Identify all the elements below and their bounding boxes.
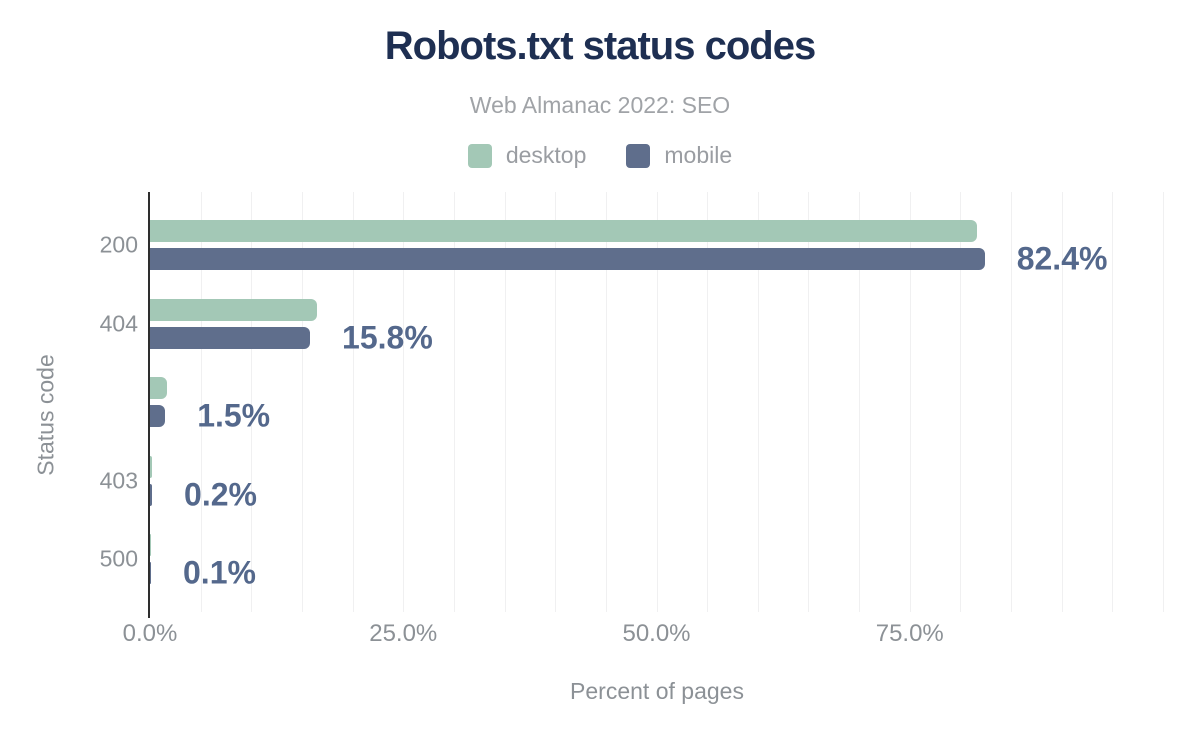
gridline-75pct bbox=[909, 192, 911, 612]
y-axis-line bbox=[148, 192, 150, 618]
value-label-200: 82.4% bbox=[1016, 240, 1108, 277]
gridline-50pct bbox=[656, 192, 658, 612]
value-label-403: 0.2% bbox=[184, 476, 257, 512]
gridline-15pct bbox=[301, 192, 303, 612]
plot-area: 82.4% 15.8% 1.5% 0.2% 0.1% bbox=[148, 192, 1164, 618]
category-label-200: 200 bbox=[99, 231, 138, 258]
value-label-blank: 1.5% bbox=[197, 397, 271, 434]
bar-desktop-200[interactable] bbox=[150, 220, 977, 242]
gridline-65pct bbox=[808, 192, 810, 612]
gridline-80pct bbox=[960, 192, 962, 612]
value-label-500: 0.1% bbox=[183, 554, 256, 591]
gridline-90pct bbox=[1061, 192, 1063, 612]
bar-mobile-blank[interactable] bbox=[150, 405, 166, 427]
legend-swatch-mobile bbox=[626, 143, 651, 168]
legend-label-mobile: mobile bbox=[664, 142, 733, 168]
gridline-20pct bbox=[352, 192, 354, 612]
bar-desktop-blank[interactable] bbox=[150, 377, 168, 399]
chart-subtitle: Web Almanac 2022: SEO bbox=[469, 92, 731, 118]
gridline-60pct bbox=[757, 192, 759, 612]
bar-desktop-500[interactable] bbox=[150, 534, 151, 556]
category-label-500: 500 bbox=[99, 545, 138, 572]
gridline-35pct bbox=[504, 192, 506, 612]
gridline-45pct bbox=[605, 192, 607, 612]
bar-desktop-403[interactable] bbox=[150, 455, 153, 478]
gridline-40pct bbox=[555, 192, 557, 612]
x-tick-0pct: 0.0% bbox=[122, 620, 178, 647]
gridline-55pct bbox=[707, 192, 709, 612]
legend-label-desktop: desktop bbox=[505, 142, 587, 168]
legend: desktop mobile bbox=[0, 142, 1200, 169]
x-tick-50pct: 50.0% bbox=[622, 620, 691, 647]
gridline-30pct bbox=[453, 192, 455, 612]
gridline-70pct bbox=[859, 192, 861, 612]
gridline-25pct bbox=[403, 192, 405, 612]
bar-mobile-500[interactable] bbox=[150, 562, 151, 584]
y-axis-category-labels: 200 404 403 500 bbox=[0, 192, 138, 612]
gridline-85pct bbox=[1011, 192, 1013, 612]
x-tick-75pct: 75.0% bbox=[875, 620, 944, 647]
gridline-100pct bbox=[1163, 192, 1164, 612]
value-label-404: 15.8% bbox=[342, 319, 433, 355]
category-label-404: 404 bbox=[99, 310, 138, 336]
bar-mobile-404[interactable] bbox=[150, 326, 311, 349]
gridline-5pct bbox=[200, 192, 202, 612]
x-axis-title: Percent of pages bbox=[570, 678, 744, 704]
legend-swatch-desktop bbox=[467, 143, 492, 168]
bar-mobile-403[interactable] bbox=[150, 483, 153, 506]
category-label-403: 403 bbox=[99, 467, 138, 493]
bar-mobile-200[interactable] bbox=[150, 248, 985, 270]
x-tick-25pct: 25.0% bbox=[369, 620, 438, 647]
legend-item-desktop[interactable]: desktop bbox=[467, 142, 587, 169]
gridline-95pct bbox=[1112, 192, 1114, 612]
chart-title: Robots.txt status codes bbox=[384, 24, 816, 68]
legend-item-mobile[interactable]: mobile bbox=[626, 142, 732, 169]
bar-desktop-404[interactable] bbox=[150, 298, 318, 321]
gridline-10pct bbox=[251, 192, 253, 612]
